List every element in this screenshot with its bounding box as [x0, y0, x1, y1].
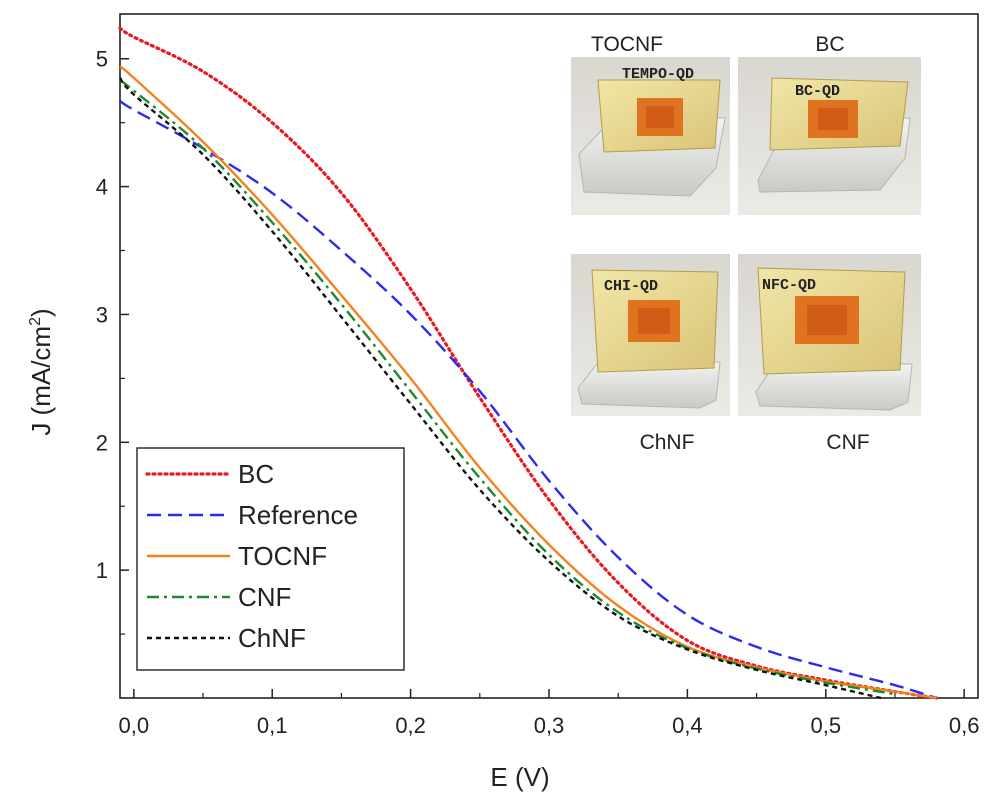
photo-caption: TOCNF	[591, 33, 663, 56]
sample-text: CHI-QD	[604, 278, 658, 295]
photo-chnf: CHI-QD	[571, 254, 730, 416]
photo-cnf: NFC-QD	[738, 254, 921, 416]
y-tick-label: 4	[96, 175, 108, 200]
sample-text: TEMPO-QD	[622, 66, 694, 83]
y-axis-title: J (mA/cm2)	[26, 308, 56, 435]
x-axis: 0,0 0,1 0,2 0,3 0,4 0,5 0,6	[119, 689, 980, 738]
photo-bc: BC-QD	[738, 57, 921, 215]
x-tick-label: 0,1	[257, 713, 288, 738]
photo-caption: CNF	[826, 431, 869, 454]
photo-tocnf: TEMPO-QD	[571, 57, 730, 215]
photo-caption: ChNF	[640, 431, 695, 454]
series-line-tocnf	[119, 65, 937, 700]
y-tick-label: 5	[96, 47, 108, 72]
x-tick-label: 0,5	[810, 713, 841, 738]
series-line-chnf	[119, 77, 882, 700]
sample-text: BC-QD	[795, 83, 840, 100]
x-tick-label: 0,3	[534, 713, 565, 738]
series-line-reference	[119, 99, 937, 700]
legend-label: TOCNF	[238, 541, 327, 571]
sample-text: NFC-QD	[762, 277, 816, 294]
legend-label: BC	[238, 459, 274, 489]
x-tick-label: 0,0	[119, 713, 150, 738]
y-axis: 1 2 3 4 5	[96, 47, 129, 635]
legend-label: ChNF	[238, 623, 306, 653]
y-tick-label: 3	[96, 302, 108, 327]
x-tick-label: 0,6	[949, 713, 980, 738]
inset-photos: TEMPO-QD BC-QD CHI-QD NFC-QD	[571, 33, 921, 454]
legend-label: CNF	[238, 582, 291, 612]
legend-label: Reference	[238, 500, 358, 530]
x-tick-label: 0,4	[672, 713, 703, 738]
y-tick-label: 2	[96, 430, 108, 455]
series-line-cnf	[119, 79, 896, 696]
x-axis-title: E (V)	[490, 762, 549, 792]
x-tick-label: 0,2	[395, 713, 426, 738]
legend-box	[136, 447, 405, 671]
y-tick-label: 1	[96, 558, 108, 583]
series-layer	[118, 26, 939, 700]
photo-caption: BC	[815, 33, 844, 56]
legend: BC Reference TOCNF CNF ChNF	[136, 447, 405, 671]
